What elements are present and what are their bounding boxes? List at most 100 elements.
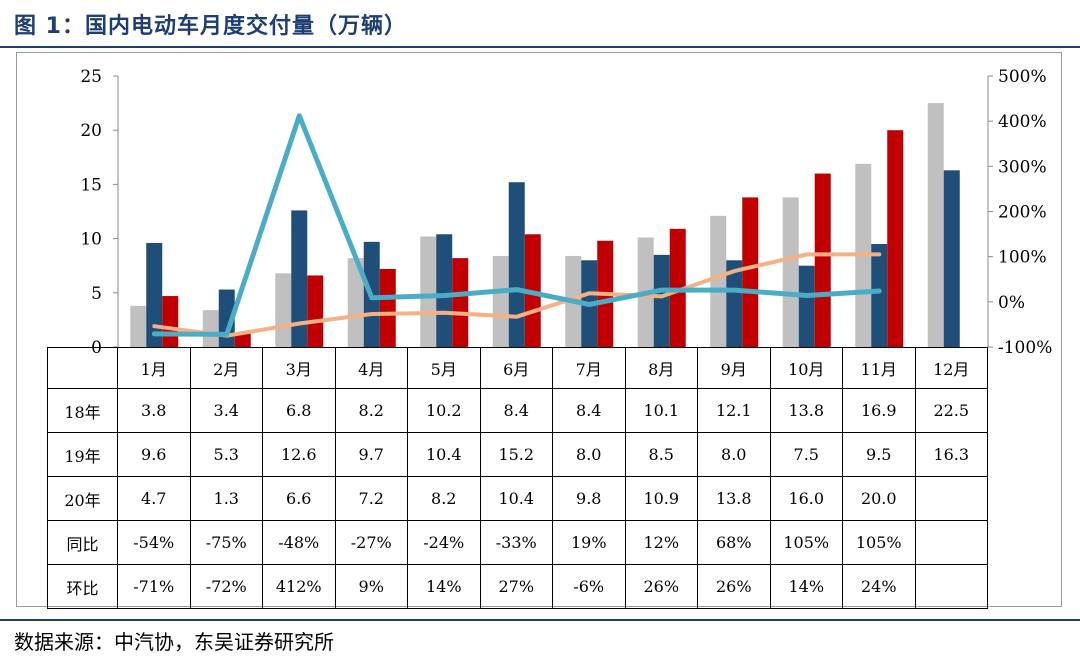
table-cell: -33% (479, 520, 553, 565)
month-header-cell: 7月 (552, 347, 626, 389)
bar-2020 (379, 268, 396, 347)
table-cell: 13.8 (697, 476, 771, 521)
bar-2018 (710, 215, 727, 347)
table-cell: 7.5 (769, 432, 843, 477)
bar-2019 (871, 244, 888, 347)
table-cell: -48% (262, 520, 336, 565)
right-y-axis: -100% 0% 100% 200% 300% 400% 500% (987, 67, 1052, 358)
month-header-cell: 3月 (262, 347, 336, 389)
table-cell: 8.4 (552, 388, 626, 433)
bar-2019 (291, 210, 308, 347)
table-cell: 10.4 (479, 476, 553, 521)
table-cell: -75% (189, 520, 263, 565)
table-cell: 9.7 (334, 432, 408, 477)
table-cell: -72% (189, 564, 263, 609)
table-cell: 105% (769, 520, 843, 565)
bar-2018 (782, 197, 799, 347)
month-header-cell: 1月 (117, 347, 191, 389)
table-row: 同比 -54% -75% -48% -27% -24% -33% 19% 12% 68% 105% 1… (47, 520, 988, 565)
table-cell: 10.1 (624, 388, 698, 433)
table-cell: 16.9 (842, 388, 916, 433)
table-row: 18年 3.8 3.4 6.8 8.2 10.2 8.4 8.4 10.1 12.1 13.8 16.… (47, 388, 988, 433)
right-tick-label: 100% (998, 248, 1047, 268)
table-cell: 14% (407, 564, 481, 609)
month-header-cell: 12月 (914, 347, 988, 389)
table-row: 20年 4.7 1.3 6.6 7.2 8.2 10.4 9.8 10.9 13.8 16.0 20.… (47, 476, 988, 521)
table-cell: 10.4 (407, 432, 481, 477)
table-cell: 9% (334, 564, 408, 609)
table-cell: 26% (624, 564, 698, 609)
table-cell: 12.1 (697, 388, 771, 433)
table-cell: 9.8 (552, 476, 626, 521)
table-cell (914, 564, 988, 609)
row-label-cell: 20年 (47, 476, 118, 521)
row-label-cell: 19年 (47, 432, 118, 477)
month-header-cell: 5月 (407, 347, 481, 389)
month-header-cell: 10月 (769, 347, 843, 389)
source-note: 数据来源：中汽协，东吴证券研究所 (14, 630, 334, 654)
table-cell: 12.6 (262, 432, 336, 477)
table-cell: 8.4 (479, 388, 553, 433)
table-cell: -24% (407, 520, 481, 565)
table-cell: -54% (117, 520, 191, 565)
table-cell: 26% (697, 564, 771, 609)
bar-2020 (814, 173, 831, 347)
table-cell: 68% (697, 520, 771, 565)
table-cell: -71% (117, 564, 191, 609)
table-cell: 10.9 (624, 476, 698, 521)
right-tick-label: 200% (998, 203, 1047, 223)
bar-2019 (508, 182, 525, 347)
table-cell: 9.6 (117, 432, 191, 477)
right-tick-label: -100% (998, 338, 1052, 358)
right-tick-label: 500% (998, 67, 1047, 87)
table-cell: 7.2 (334, 476, 408, 521)
table-corner-cell (47, 347, 118, 389)
row-label-cell: 18年 (47, 388, 118, 433)
mom-line (151, 113, 882, 337)
bar-2019 (798, 265, 815, 347)
month-header-cell: 4月 (334, 347, 408, 389)
yoy-line (152, 252, 882, 338)
bar-2019 (146, 242, 163, 347)
bar-2020 (742, 197, 759, 347)
table-cell: 15.2 (479, 432, 553, 477)
bar-2018 (347, 258, 364, 347)
bar-2019 (943, 170, 960, 347)
left-tick-label: 15 (80, 175, 102, 195)
bar-2018 (927, 103, 944, 347)
bar-2018 (275, 273, 292, 347)
bar-2018 (420, 236, 437, 347)
bar-2019 (726, 260, 743, 347)
table-cell: 10.2 (407, 388, 481, 433)
table-cell: 20.0 (842, 476, 916, 521)
bar-2020 (234, 332, 251, 347)
table-cell: 8.2 (407, 476, 481, 521)
table-cell: 27% (479, 564, 553, 609)
right-tick-label: 0% (998, 293, 1025, 313)
row-label-cell: 环比 (47, 564, 118, 609)
table-cell: 8.5 (624, 432, 698, 477)
left-tick-label: 25 (80, 67, 102, 87)
table-cell: 6.6 (262, 476, 336, 521)
month-header-cell: 8月 (624, 347, 698, 389)
table-cell: 14% (769, 564, 843, 609)
row-label-cell: 同比 (47, 520, 118, 565)
bar-2020 (307, 275, 324, 347)
table-cell: 105% (842, 520, 916, 565)
table-header-row: 1月 2月 3月 4月 5月 6月 7月 8月 9月 10月 11月 12月 (47, 347, 988, 389)
bar-2018 (130, 305, 147, 347)
footer-rule (0, 619, 1080, 621)
table-cell: 1.3 (189, 476, 263, 521)
bar-2020 (452, 258, 469, 347)
table-cell: 3.8 (117, 388, 191, 433)
table-cell: 24% (842, 564, 916, 609)
table-cell: 16.0 (769, 476, 843, 521)
bar-2020 (887, 130, 904, 347)
bar-2018 (492, 255, 509, 347)
month-header-cell: 2月 (189, 347, 263, 389)
table-cell: 6.8 (262, 388, 336, 433)
month-header-cell: 11月 (842, 347, 916, 389)
table-cell: -6% (552, 564, 626, 609)
